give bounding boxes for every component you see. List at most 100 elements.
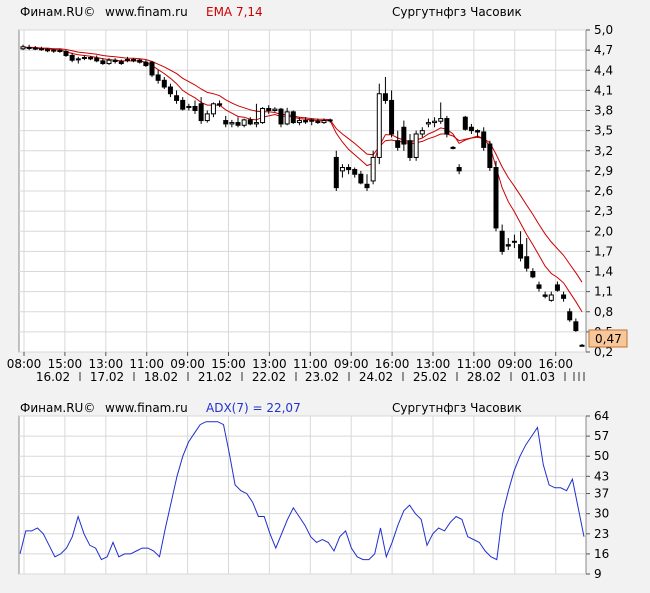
candle (210, 102, 216, 118)
candle-body (339, 167, 345, 172)
candle-body (444, 118, 450, 135)
candle-body (438, 118, 444, 122)
date-label: 16.02 (36, 370, 70, 384)
candle (223, 115, 229, 128)
candle-body (505, 244, 511, 247)
adx-line (19, 421, 585, 561)
candle-body (303, 120, 309, 123)
candle-body (161, 79, 167, 88)
candle (63, 50, 69, 57)
price-y-tick-label: 1,1 (594, 285, 613, 299)
candle (487, 140, 493, 171)
adx-grid (19, 415, 586, 575)
candle (57, 48, 63, 53)
time-label: 09:00 (498, 357, 533, 371)
top-instrument-label: Сургутнфгз Часовик (392, 5, 522, 19)
candle (88, 56, 94, 61)
candle (174, 90, 180, 104)
candle (389, 90, 395, 138)
candle-body (407, 140, 413, 158)
candle (382, 76, 388, 104)
candle (266, 105, 272, 114)
candle (309, 118, 315, 126)
candle (567, 308, 573, 322)
price-y-axis: 5,0 4,7 4,4 4,1 3,8 3,5 3,2 2,9 2,6 2,3 2,0 1,7 1,4 1… (586, 23, 613, 359)
candle (284, 107, 290, 126)
candlesticks (20, 44, 585, 347)
date-label: 18.02 (144, 370, 178, 384)
candle (106, 58, 112, 65)
candle-body (266, 107, 272, 112)
candle-body (309, 119, 315, 122)
price-y-tick-label: 2,3 (594, 204, 613, 218)
candle-body (573, 321, 579, 332)
candle (112, 58, 118, 64)
candle-body (241, 119, 247, 126)
time-label: 09:00 (334, 357, 369, 371)
candle (192, 100, 198, 114)
candle (272, 107, 278, 112)
candle (462, 115, 468, 131)
date-label: 17.02 (90, 370, 124, 384)
candle (518, 231, 524, 262)
candle-body (204, 113, 210, 122)
candle-body (278, 108, 284, 125)
candle (75, 56, 81, 64)
candle-body (450, 146, 456, 149)
candle (358, 170, 364, 185)
candle-body (124, 59, 130, 62)
candle (180, 97, 186, 111)
time-label: 11:00 (457, 357, 492, 371)
candle (468, 123, 474, 134)
candle-body (198, 103, 204, 122)
candle (561, 291, 567, 302)
candle (401, 120, 407, 151)
price-y-tick-label: 0,2 (594, 345, 613, 359)
candle (419, 127, 425, 138)
candle-body (542, 294, 548, 297)
adx-y-tick-label: 30 (594, 507, 609, 521)
adx-plot-area (18, 415, 587, 575)
candle (161, 76, 167, 90)
candle (444, 115, 450, 138)
candle (352, 167, 358, 178)
candle-body (217, 103, 223, 106)
candle (260, 107, 266, 124)
top-source-label: Финам.RU© (20, 5, 95, 19)
time-label: 15:00 (211, 357, 246, 371)
price-y-tick-label: 3,8 (594, 104, 613, 118)
candle (204, 110, 210, 123)
candle (456, 164, 462, 175)
candle (370, 150, 376, 185)
candle (493, 160, 499, 232)
candle-body (272, 108, 278, 111)
price-y-tick-label: 2,6 (594, 184, 613, 198)
candle-body (382, 93, 388, 101)
candle (303, 117, 309, 124)
date-axis: 16.02 17.02 18.02 21.02 22.02 23.02 24.02 25.02… (36, 370, 566, 384)
adx-y-tick-label: 37 (594, 487, 609, 501)
candle-body (296, 120, 302, 124)
time-label: 13:00 (252, 357, 287, 371)
candle-body (38, 48, 44, 51)
candle (573, 318, 579, 332)
candle-body (112, 59, 118, 63)
candle (333, 150, 339, 191)
candle (450, 146, 456, 150)
adx-y-tick-label: 64 (594, 409, 609, 423)
price-y-tick-label: 2,9 (594, 164, 613, 178)
candle (69, 52, 75, 63)
candle-body (63, 50, 69, 56)
candle-body (167, 86, 173, 95)
candle-body (456, 167, 462, 172)
bottom-indicator-label: ADX(7) = 22,07 (206, 401, 301, 415)
price-y-tick-label: 1,7 (594, 244, 613, 258)
candle-body (536, 284, 542, 289)
candle-body (229, 122, 235, 125)
candle-body (57, 49, 63, 52)
price-y-tick-label: 3,5 (594, 124, 613, 138)
candle-body (26, 46, 32, 49)
adx-series-line (19, 421, 585, 561)
price-y-tick-label: 4,1 (594, 83, 613, 97)
candle-body (561, 294, 567, 299)
